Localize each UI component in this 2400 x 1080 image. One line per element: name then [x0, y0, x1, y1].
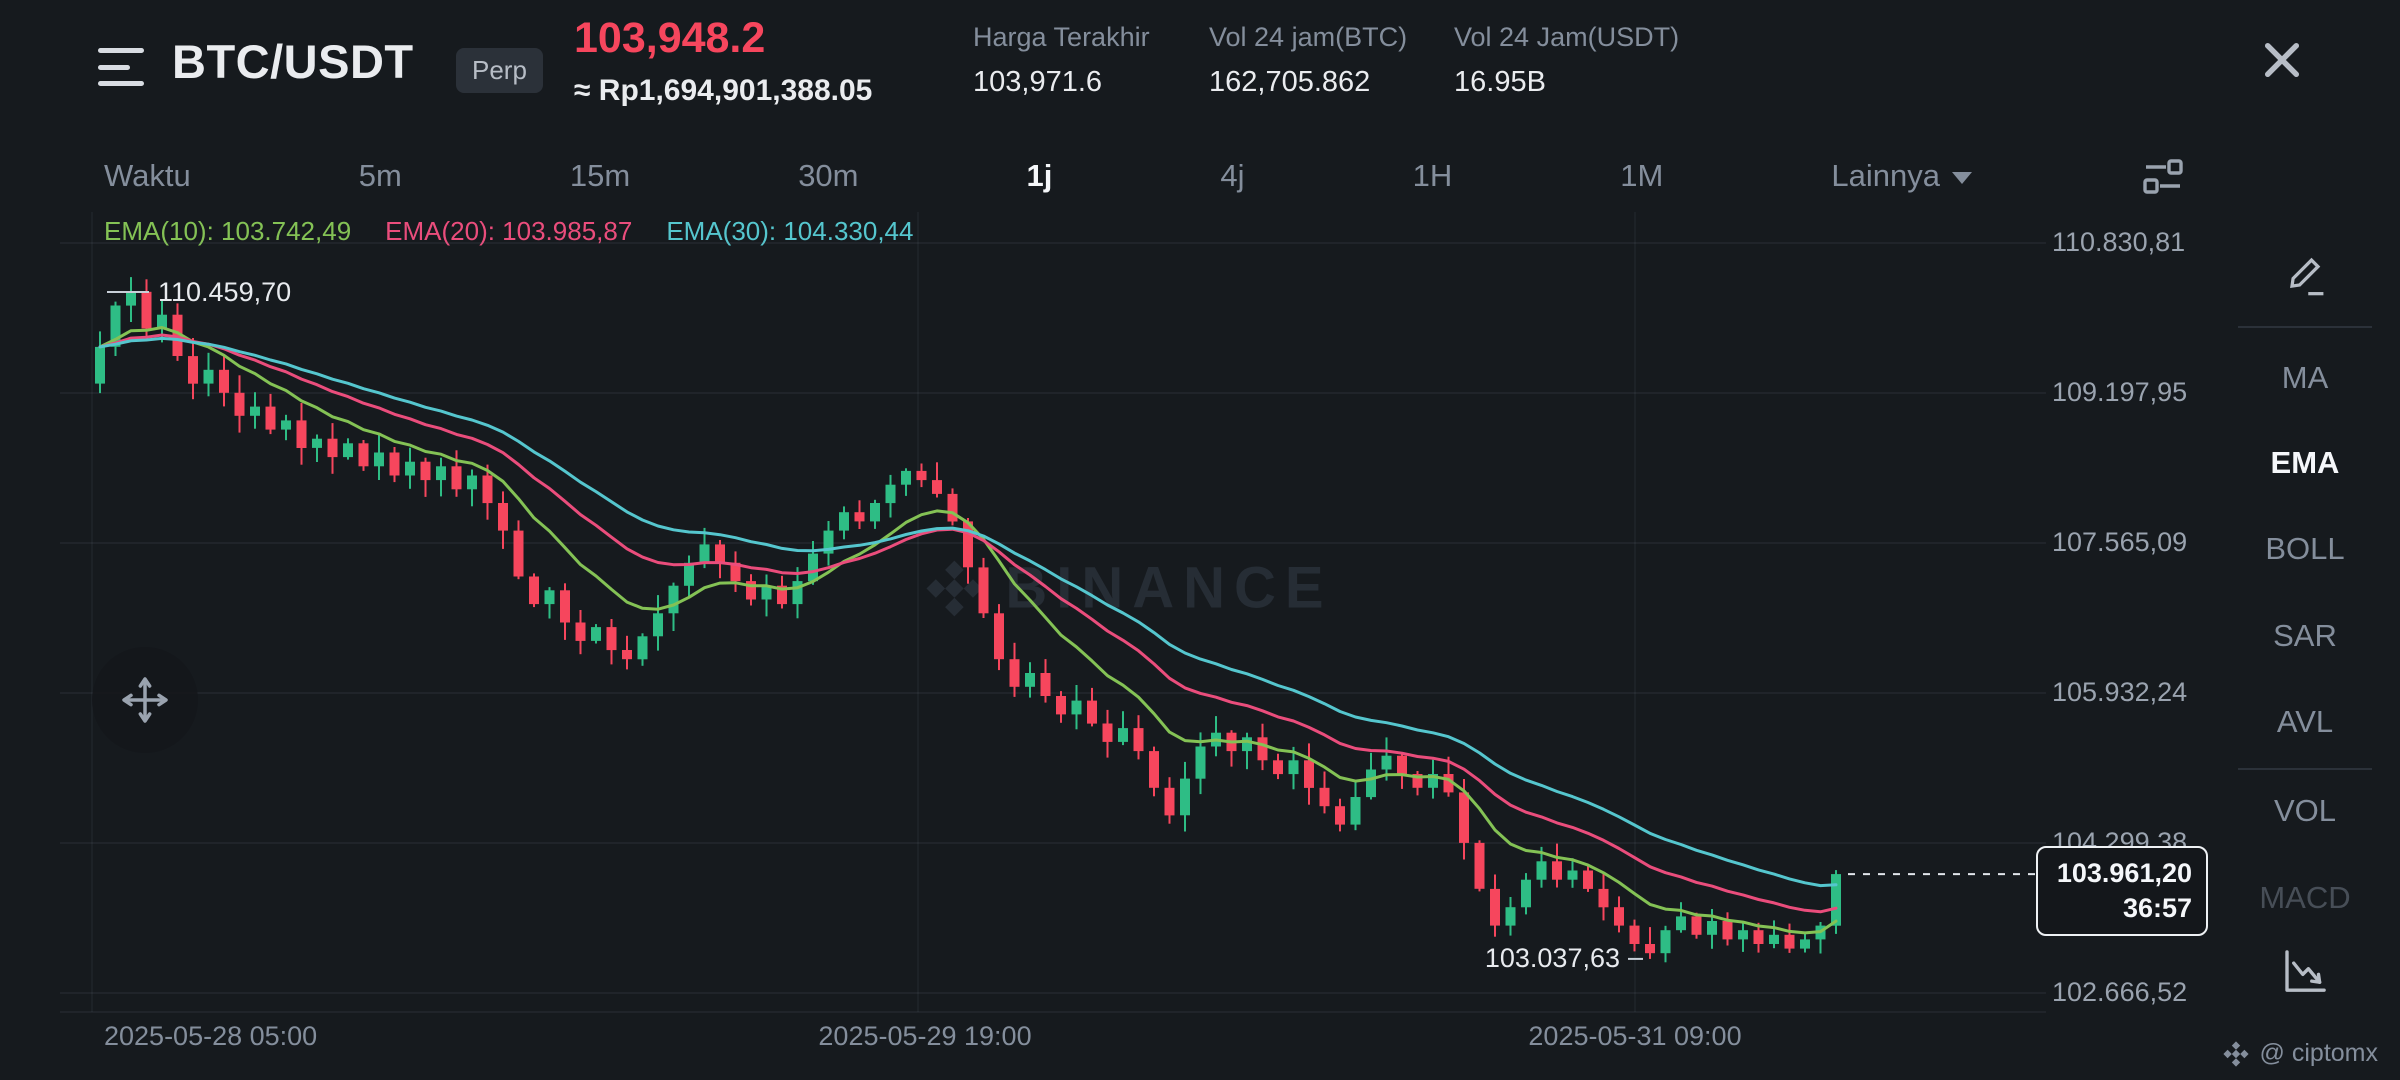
credit-watermark: @ ciptomx	[2222, 1039, 2378, 1068]
divider	[2238, 768, 2372, 770]
time-axis-label: 2025-05-29 19:00	[818, 1021, 1032, 1051]
tab-1j[interactable]: 1j	[1026, 158, 1053, 193]
time-axis-label: 2025-05-28 05:00	[104, 1021, 318, 1051]
stat-vol-usdt: Vol 24 Jam(USDT) 16.95B	[1454, 22, 1679, 99]
menu-icon[interactable]	[98, 48, 146, 86]
divider	[2238, 326, 2372, 328]
legend-ema10: EMA(10): 103.742,49	[104, 216, 352, 246]
pan-chart-button[interactable]	[92, 647, 198, 753]
menu-bar	[98, 81, 144, 86]
trend-chart-icon	[2285, 950, 2326, 992]
low-price-annotation: 103.037,63	[1484, 943, 1620, 973]
legend-ema20: EMA(20): 103.985,87	[385, 216, 633, 246]
high-price-annotation: 110.459,70	[158, 277, 292, 307]
timeframe-more-dropdown[interactable]: Lainnya	[1831, 158, 1972, 194]
price-axis-label: 102.666,52	[2052, 977, 2188, 1007]
pencil-icon	[2290, 257, 2324, 296]
timeframe-bar: Waktu 5m 15m 30m 1j 4j 1H 1M Lainnya	[86, 148, 2192, 204]
close-button[interactable]	[2256, 34, 2308, 86]
price-axis-label: 109.197,95	[2052, 377, 2188, 407]
credit-logo-icon	[2222, 1040, 2249, 1067]
legend-ema30: EMA(30): 104.330,44	[666, 216, 914, 246]
sidebar-item-boll[interactable]: BOLL	[2265, 531, 2345, 566]
binance-logo-icon	[926, 560, 983, 616]
indicator-chart-button[interactable]	[2278, 944, 2332, 1003]
stat-label: Harga Terakhir	[973, 22, 1150, 52]
chart-settings-icon[interactable]	[2140, 154, 2186, 198]
tab-1m[interactable]: 1M	[1620, 158, 1664, 193]
credit-text: @ ciptomx	[2259, 1039, 2378, 1067]
symbol-title: BTC/USDT	[172, 35, 414, 88]
candle-countdown: 36:57	[2122, 893, 2192, 923]
current-price-value: 103.961,20	[2056, 858, 2192, 888]
stat-label: Vol 24 jam(BTC)	[1209, 22, 1408, 52]
tab-5m[interactable]: 5m	[358, 158, 402, 193]
tab-30m[interactable]: 30m	[798, 158, 859, 193]
watermark-text: BINANCE	[1005, 555, 1333, 621]
sidebar-item-sar[interactable]: SAR	[2273, 618, 2337, 653]
tab-4j[interactable]: 4j	[1220, 158, 1245, 193]
chevron-down-icon	[1951, 172, 1972, 184]
sidebar-item-ema[interactable]: EMA	[2270, 445, 2340, 480]
move-arrows-icon	[122, 677, 168, 723]
current-price-tag: 103.961,20 36:57	[2036, 846, 2208, 936]
time-axis-label: 2025-05-31 09:00	[1528, 1021, 1742, 1051]
stat-last-price: Harga Terakhir 103,971.6	[973, 22, 1150, 99]
header-last-price: 103,948.2	[574, 14, 766, 62]
stat-label: Vol 24 Jam(USDT)	[1454, 22, 1680, 52]
binance-watermark: BINANCE	[923, 555, 1332, 622]
tab-1h[interactable]: 1H	[1412, 158, 1453, 193]
close-icon	[2264, 42, 2300, 78]
tab-waktu[interactable]: Waktu	[104, 158, 191, 193]
more-label: Lainnya	[1831, 158, 1940, 193]
menu-bar	[98, 64, 130, 70]
sidebar-item-avl[interactable]: AVL	[2276, 704, 2334, 739]
price-axis-label: 105.932,24	[2052, 677, 2188, 707]
stat-value: 162,705.862	[1209, 66, 1371, 98]
stat-value: 103,971.6	[973, 66, 1103, 98]
tab-15m[interactable]: 15m	[569, 158, 631, 193]
market-type-badge: Perp	[456, 48, 543, 93]
price-axis-label: 110.830,81	[2052, 227, 2186, 257]
stat-value: 16.95B	[1454, 66, 1546, 98]
stat-vol-btc: Vol 24 jam(BTC) 162,705.862	[1209, 22, 1407, 99]
price-axis-label: 107.565,09	[2052, 527, 2188, 557]
sidebar-item-macd[interactable]: MACD	[2259, 880, 2351, 915]
sidebar-item-vol[interactable]: VOL	[2273, 793, 2337, 828]
sidebar-item-ma[interactable]: MA	[2281, 360, 2329, 395]
indicator-legend: EMA(10): 103.742,49 EMA(20): 103.985,87 …	[104, 216, 913, 247]
indicator-sidebar: MA EMA BOLL SAR AVL VOL MACD	[2210, 0, 2400, 1080]
draw-tool-button[interactable]	[2279, 246, 2331, 303]
fiat-equivalent: ≈ Rp1,694,901,388.05	[574, 74, 873, 107]
menu-bar	[98, 48, 144, 53]
